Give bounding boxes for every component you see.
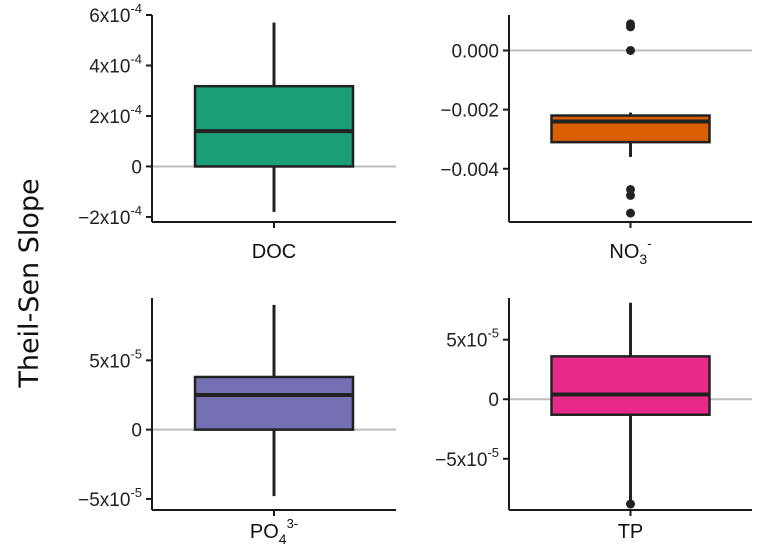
panel-no3: −0.004 −0.002 0.000 NO3- (440, 15, 752, 267)
panels: −2x10-402x10-44x10-46x10-4DOC−0.004−0.00… (78, 1, 752, 547)
y-tick-label: 0.000 (451, 41, 499, 62)
y-tick-label: 6x10-4 (89, 1, 142, 27)
y-tick-label: −0.004 (440, 160, 499, 181)
outlier-point (626, 499, 635, 509)
panel-po4: −5x10-5 0 5x10-5 PO43- (78, 298, 396, 547)
y-tick-label: −2x10-4 (78, 203, 142, 229)
box-iqr (193, 375, 355, 431)
panel-doc: −2x10-4 0 2x10-4 4x10-4 6x10-4 DOC (78, 1, 396, 263)
y-tick-label: 0 (488, 390, 499, 411)
y-tick-label: −5x10-5 (435, 445, 499, 471)
category-label: DOC (252, 241, 296, 263)
y-tick-label: −5x10-5 (78, 485, 142, 511)
outlier-point (626, 208, 635, 218)
category-label: NO3- (609, 236, 651, 267)
y-tick-label: −0.002 (440, 101, 499, 122)
y-tick-label: 5x10-5 (446, 326, 499, 352)
y-tick-label: 0 (131, 157, 142, 178)
outlier-point (626, 190, 635, 200)
box-iqr (193, 84, 355, 168)
y-tick-label: 5x10-5 (89, 346, 142, 372)
y-tick-label: 2x10-4 (89, 102, 142, 128)
category-label: TP (618, 521, 644, 543)
y-tick-label: 0 (131, 421, 142, 442)
outlier-point (626, 45, 635, 55)
category-label: PO43- (250, 516, 298, 547)
y-tick-label: 4x10-4 (89, 51, 142, 77)
box-iqr (550, 355, 711, 416)
panel-tp: −5x10-5 0 5x10-5 TP (435, 298, 752, 543)
outlier-point (626, 22, 635, 32)
y-axis-title: Theil-Sen Slope (14, 178, 45, 388)
